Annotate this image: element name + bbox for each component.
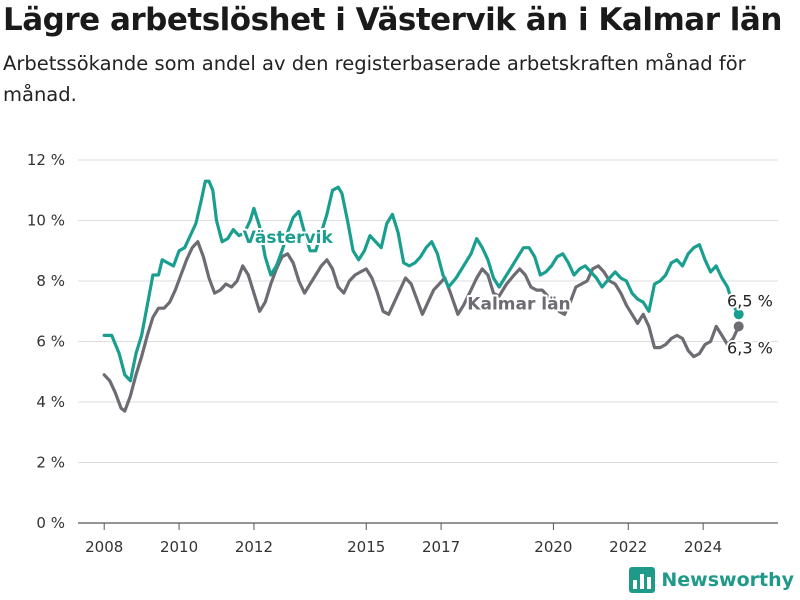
- series-name-label: Västervik: [243, 228, 334, 248]
- series-line-kalmar-lan: [102, 240, 741, 413]
- y-tick-label: 4 %: [36, 393, 65, 411]
- x-tick-label: 2012: [235, 538, 273, 556]
- series-end-point: [733, 309, 744, 320]
- x-tick-label: 2022: [609, 538, 647, 556]
- series-name-label: Kalmar län: [467, 295, 570, 315]
- x-tick-label: 2024: [684, 538, 722, 556]
- series-lines: [102, 179, 744, 413]
- y-tick-label: 0 %: [36, 514, 65, 532]
- x-tick-label: 2015: [347, 538, 385, 556]
- bar-chart-icon: [629, 567, 656, 593]
- brand-logo: Newsworthy: [629, 567, 794, 593]
- series-end-label: 6,3 %: [727, 339, 773, 358]
- y-tick-label: 10 %: [27, 212, 65, 230]
- series-end-point: [733, 321, 744, 332]
- series-line-vastervik: [102, 179, 741, 383]
- y-tick-label: 6 %: [36, 333, 65, 351]
- x-tick-label: 2008: [85, 538, 123, 556]
- series-labels: Västervik Kalmar län 6,5 % 6,3 %: [241, 226, 775, 359]
- x-tick-label: 2017: [422, 538, 460, 556]
- x-tick-label: 2010: [160, 538, 198, 556]
- chart-subtitle: Arbetssökande som andel av den registerb…: [3, 52, 746, 106]
- grid-lines: [78, 159, 778, 524]
- y-axis: 0 % 2 % 4 % 6 % 8 % 10 % 12 %: [27, 151, 65, 532]
- chart-title: Lägre arbetslöshet i Västervik än i Kalm…: [3, 2, 782, 38]
- x-axis: 2008 2010 2012 2015 2017 2020 2022 2024: [85, 523, 722, 556]
- series-end-label: 6,5 %: [727, 292, 773, 311]
- y-tick-label: 2 %: [36, 454, 65, 472]
- y-tick-label: 12 %: [27, 151, 65, 169]
- brand-name: Newsworthy: [661, 569, 794, 591]
- x-tick-label: 2020: [534, 538, 572, 556]
- y-tick-label: 8 %: [36, 272, 65, 290]
